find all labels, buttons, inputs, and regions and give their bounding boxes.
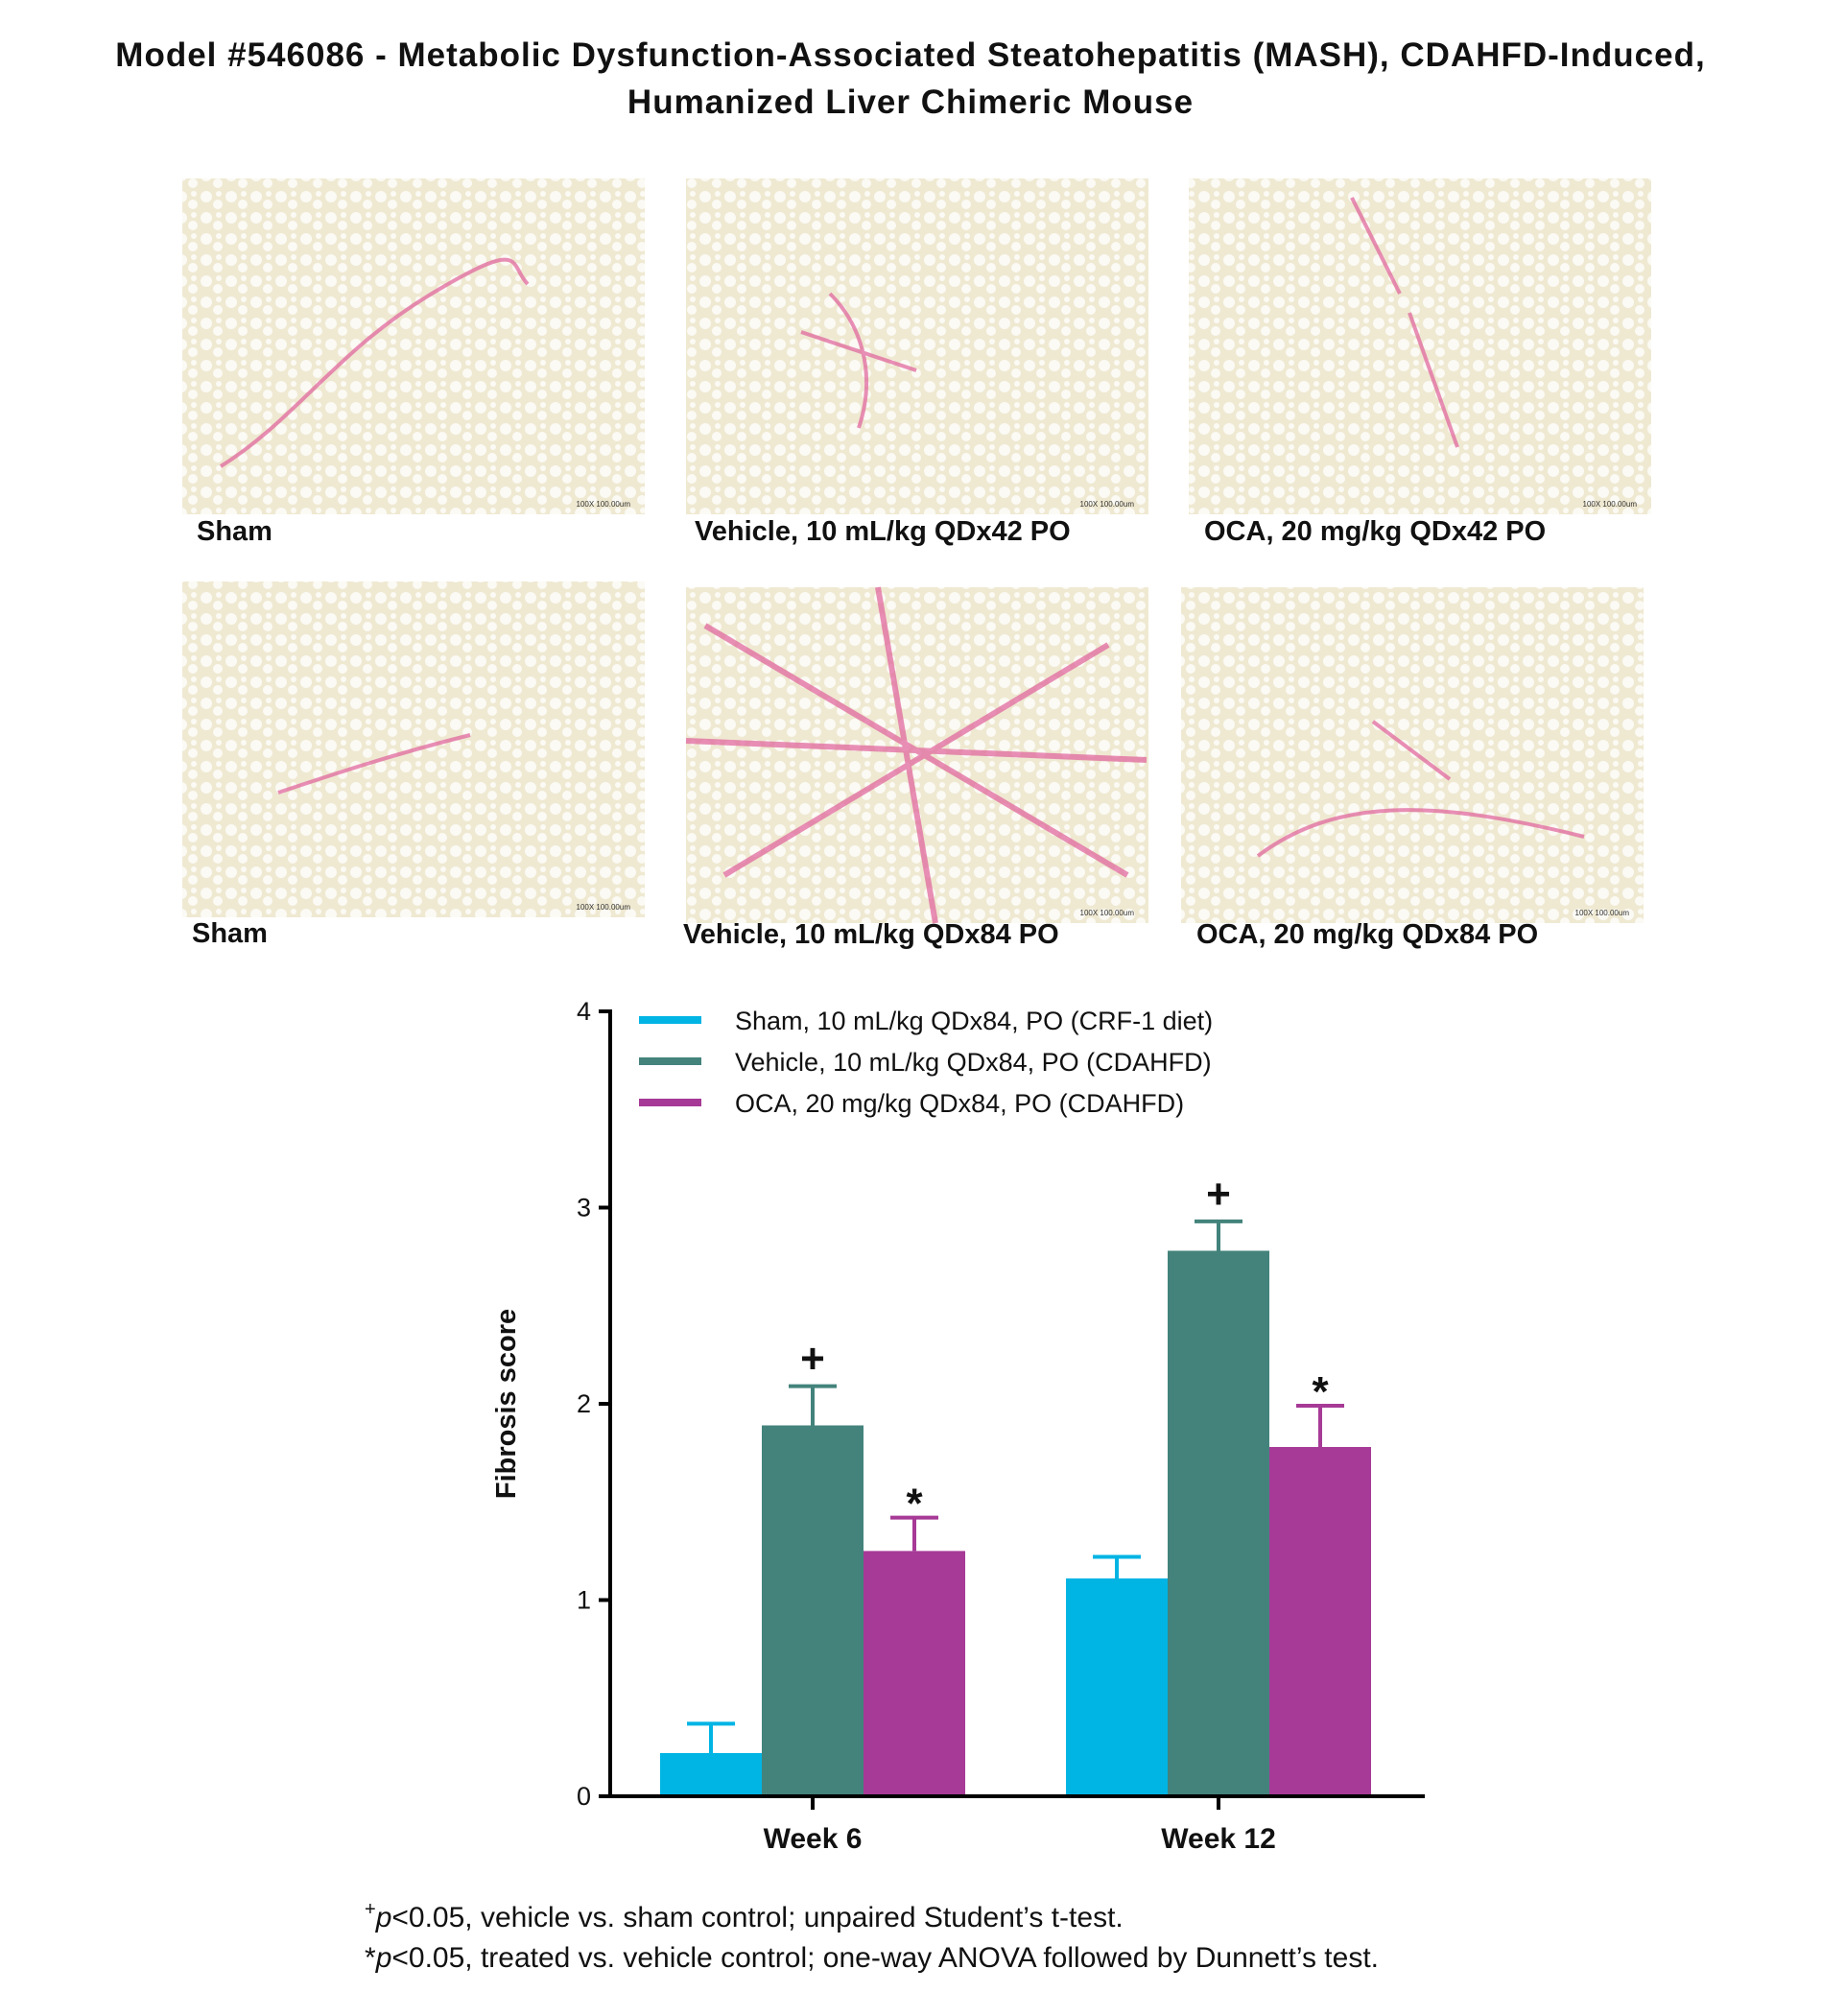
panel-caption: Sham bbox=[197, 516, 272, 547]
micrograph bbox=[182, 178, 645, 514]
error-bar bbox=[1195, 1219, 1242, 1251]
stain bbox=[1256, 720, 1585, 858]
title-line: Humanized Liver Chimeric Mouse bbox=[627, 83, 1194, 121]
significance-mark: + bbox=[800, 1336, 825, 1383]
bar bbox=[1168, 1250, 1269, 1796]
x-tick-label: Week 12 bbox=[1161, 1823, 1276, 1855]
y-tick-label: 1 bbox=[577, 1586, 591, 1615]
stain bbox=[219, 257, 530, 468]
y-tick-label: 0 bbox=[577, 1782, 591, 1811]
significance-mark: * bbox=[906, 1481, 923, 1528]
legend-label: OCA, 20 mg/kg QDx84, PO (CDAHFD) bbox=[735, 1089, 1184, 1118]
scale-label: 100X 100.00um bbox=[1080, 909, 1135, 917]
stain bbox=[800, 292, 917, 429]
bar bbox=[660, 1753, 762, 1796]
x-tick-label: Week 6 bbox=[764, 1823, 863, 1855]
panel-caption: OCA, 20 mg/kg QDx84 PO bbox=[1196, 919, 1538, 950]
stain bbox=[1350, 197, 1459, 448]
footnote-mark: * bbox=[365, 1942, 376, 1974]
stain bbox=[277, 733, 471, 795]
scale-label: 100X 100.00um bbox=[577, 903, 631, 912]
panels: 100X 100.00um Sham 100X 100.00um Vehicle, 1… bbox=[182, 178, 1651, 950]
chart: 0 1 2 3 4 Fibrosis score Week 6 + * Week 12 + * Sham… bbox=[491, 997, 1425, 1855]
stain bbox=[685, 586, 1148, 924]
footnote-text: <0.05, vehicle vs. sham control; unpaire… bbox=[391, 1902, 1123, 1933]
footnote-mark: + bbox=[365, 1899, 376, 1920]
y-tick-label: 3 bbox=[577, 1194, 591, 1222]
y-tick-label: 4 bbox=[577, 997, 591, 1026]
error-bar bbox=[687, 1721, 735, 1754]
legend-label: Vehicle, 10 mL/kg QDx84, PO (CDAHFD) bbox=[735, 1048, 1212, 1077]
scale-label: 100X 100.00um bbox=[1080, 500, 1135, 509]
scale-label: 100X 100.00um bbox=[1583, 500, 1638, 509]
panel-caption: Vehicle, 10 mL/kg QDx84 PO bbox=[683, 919, 1059, 950]
significance-mark: * bbox=[1312, 1368, 1329, 1415]
panel-caption: Vehicle, 10 mL/kg QDx42 PO bbox=[695, 516, 1071, 547]
bar bbox=[762, 1425, 864, 1796]
title-line: Model #546086 - Metabolic Dysfunction-As… bbox=[115, 36, 1705, 74]
bar bbox=[864, 1551, 965, 1796]
error-bar bbox=[1093, 1554, 1141, 1579]
error-bar bbox=[890, 1515, 938, 1552]
micrograph bbox=[686, 178, 1148, 514]
panel-caption: Sham bbox=[192, 918, 268, 949]
footnotes: +p<0.05, vehicle vs. sham control; unpai… bbox=[365, 1899, 1379, 1974]
error-bar bbox=[1296, 1404, 1344, 1447]
micrograph bbox=[1181, 587, 1644, 923]
scale-label: 100X 100.00um bbox=[577, 500, 631, 509]
scale-label: 100X 100.00um bbox=[1575, 909, 1630, 917]
panel-caption: OCA, 20 mg/kg QDx42 PO bbox=[1204, 516, 1546, 547]
significance-mark: + bbox=[1206, 1171, 1231, 1218]
footnote-p: p bbox=[375, 1942, 392, 1974]
footnote: *p<0.05, treated vs. vehicle control; on… bbox=[365, 1942, 1379, 1974]
bar bbox=[1066, 1578, 1168, 1796]
footnote-p: p bbox=[375, 1902, 392, 1933]
footnote: +p<0.05, vehicle vs. sham control; unpai… bbox=[365, 1899, 1124, 1933]
legend-label: Sham, 10 mL/kg QDx84, PO (CRF-1 diet) bbox=[735, 1007, 1213, 1035]
footnote-text: <0.05, treated vs. vehicle control; one-… bbox=[391, 1942, 1379, 1974]
bar bbox=[1269, 1446, 1371, 1796]
error-bar bbox=[789, 1384, 837, 1426]
y-axis-label: Fibrosis score bbox=[491, 1309, 522, 1499]
y-tick-label: 2 bbox=[577, 1389, 591, 1418]
